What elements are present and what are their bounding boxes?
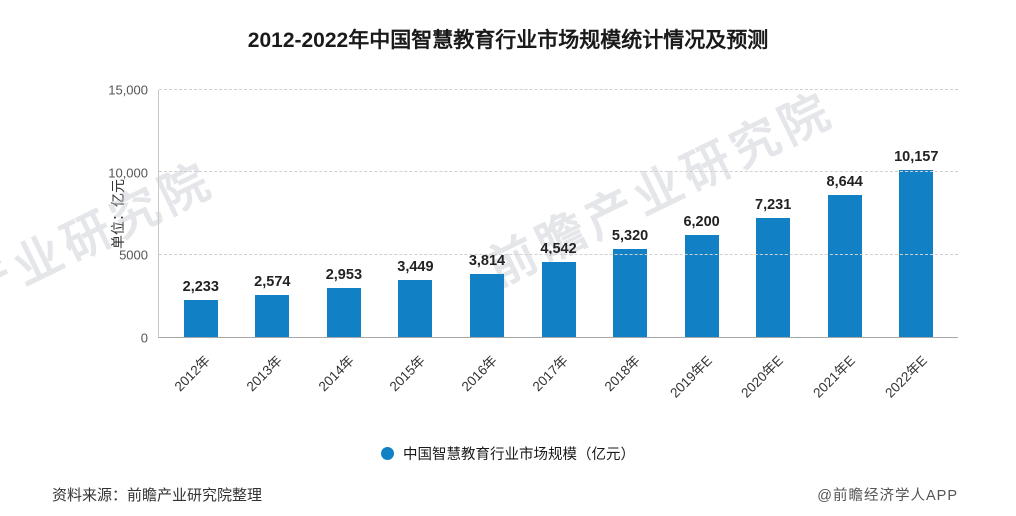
gridline-10000: [159, 171, 958, 173]
y-tick-label-10000: 10,000: [108, 165, 148, 181]
chart-title: 2012-2022年中国智慧教育行业市场规模统计情况及预测: [247, 29, 769, 52]
x-slot: 2012年: [164, 338, 236, 408]
x-tick-label-2012年: 2012年: [171, 352, 214, 395]
bar-value-label: 10,157: [894, 148, 939, 165]
y-axis-ticks: 0 5000 10,000 15,000: [88, 83, 148, 346]
x-slot: 2015年: [379, 338, 451, 408]
x-slot: 2017年: [522, 338, 594, 408]
bar-value-label: 5,320: [611, 228, 649, 245]
gridline-15000: [159, 89, 958, 90]
x-slot: 2014年: [307, 338, 379, 408]
source-text: 资料来源：前瞻产业研究院整理: [52, 487, 263, 504]
x-tick-label-2018年: 2018年: [601, 352, 644, 395]
legend-dot-icon: [381, 447, 394, 460]
bar-slot-2013年: 2,574: [237, 90, 309, 337]
bar-2020年E: [756, 217, 791, 337]
bar-2012年: [183, 300, 218, 337]
x-tick-label-2013年: 2013年: [243, 352, 285, 395]
bar-2017年: [541, 262, 576, 337]
bar-value-label: 2,953: [325, 267, 363, 284]
x-slot: 2021年E: [809, 338, 881, 408]
bar-value-label: 4,542: [540, 241, 577, 258]
legend-label: 中国智慧教育行业市场规模（亿元）: [403, 447, 635, 463]
x-slot: 2013年: [236, 338, 308, 408]
bar-slot-2022年E: 10,157: [880, 90, 952, 337]
plot-area: 2,233 2,574 2,953 3,449 3,814 4,542 5,320 6,200…: [158, 89, 958, 338]
x-slot: 2022年E: [880, 338, 952, 408]
bar-2019年E: [684, 234, 719, 337]
x-slot: 2018年: [594, 338, 666, 408]
bar-slot-2020年E: 7,231: [737, 90, 809, 337]
x-axis-labels: 2012年 2013年 2014年 2015年 2016年 2017年 2018年 2019年…: [158, 338, 958, 408]
bar-value-label: 6,200: [683, 213, 720, 230]
bar-slot-2016年: 3,814: [451, 90, 523, 337]
credit-text: @前瞻经济学人APP: [817, 488, 958, 504]
x-tick-label-2014年: 2014年: [315, 352, 357, 395]
bar-value-label: 2,233: [182, 279, 219, 296]
x-tick-label-2021年E: 2021年E: [810, 352, 859, 401]
bar-2016年: [469, 274, 504, 337]
bar-value-label: 7,231: [755, 196, 792, 213]
y-tick-label-5000: 5000: [119, 247, 148, 263]
x-tick-label-2022年E: 2022年E: [881, 352, 930, 401]
x-tick-label-2015年: 2015年: [386, 352, 429, 395]
bar-slot-2018年: 5,320: [594, 90, 666, 337]
bars-row: 2,233 2,574 2,953 3,449 3,814 4,542 5,320 6,200…: [159, 90, 958, 337]
bar-slot-2015年: 3,449: [380, 90, 452, 337]
x-tick-label-2020年E: 2020年E: [738, 352, 787, 401]
y-tick-label-15000: 15,000: [108, 82, 148, 98]
bar-value-label: 8,644: [826, 173, 863, 190]
bar-value-label: 3,449: [397, 259, 434, 276]
bar-value-label: 2,574: [254, 273, 291, 290]
x-tick-label-2017年: 2017年: [530, 352, 572, 395]
bar-slot-2014年: 2,953: [308, 90, 380, 337]
bar-2021年E: [827, 194, 862, 337]
y-tick-label-0: 0: [140, 330, 148, 346]
bar-2022年E: [899, 169, 934, 337]
x-slot: 2019年E: [665, 338, 737, 408]
x-tick-label-2019年E: 2019年E: [666, 352, 715, 401]
bar-slot-2021年E: 8,644: [809, 90, 881, 337]
bar-slot-2019年E: 6,200: [666, 90, 738, 337]
bar-slot-2012年: 2,233: [165, 90, 237, 337]
bar-2014年: [326, 288, 361, 337]
bar-2013年: [255, 294, 290, 337]
x-tick-label-2016年: 2016年: [458, 352, 500, 395]
bar-2018年: [613, 249, 648, 337]
legend: 中国智慧教育行业市场规模（亿元）: [0, 443, 1016, 464]
x-slot: 2016年: [451, 338, 523, 408]
bar-slot-2017年: 4,542: [523, 90, 595, 337]
bar-2015年: [398, 280, 433, 337]
gridline-5000: [159, 253, 958, 255]
bar-value-label: 3,814: [468, 253, 506, 270]
x-slot: 2020年E: [737, 338, 809, 408]
